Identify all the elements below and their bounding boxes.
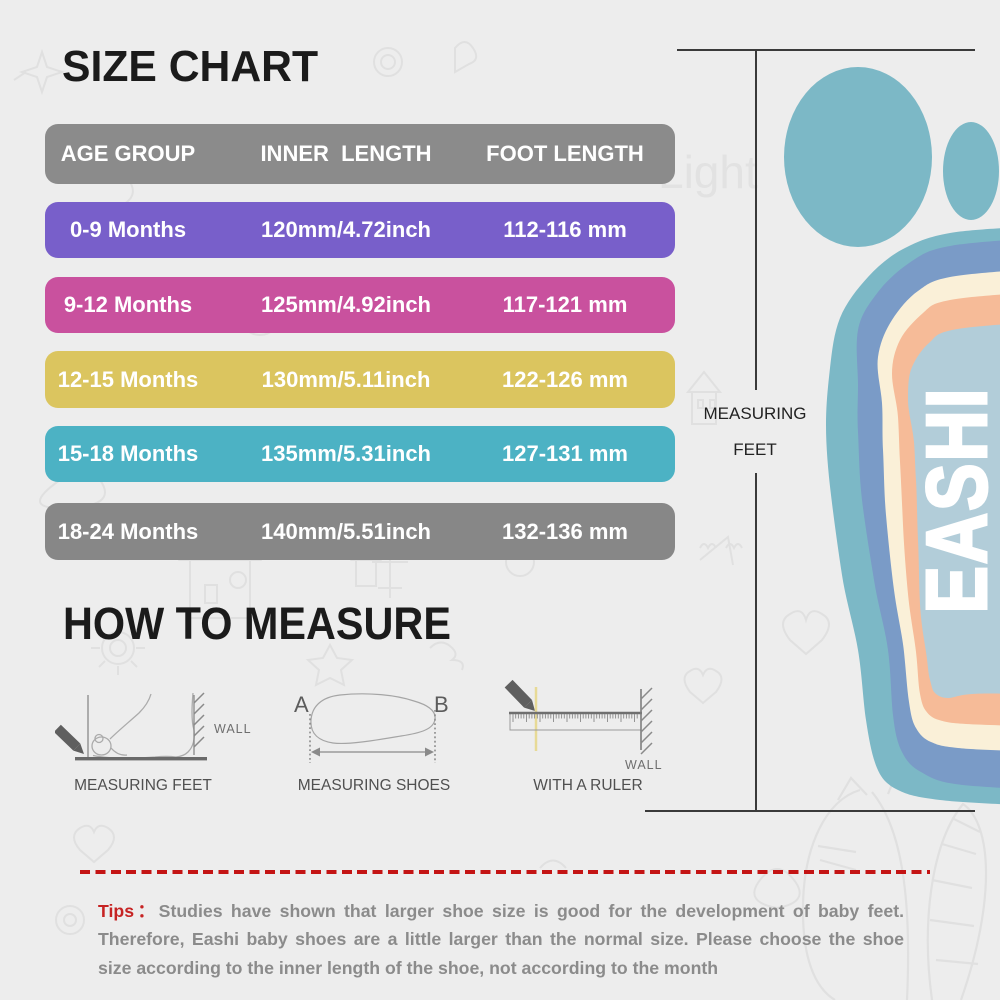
svg-text:WALL: WALL (625, 758, 663, 772)
svg-text:A: A (294, 692, 309, 717)
svg-text:WALL: WALL (214, 722, 252, 736)
svg-text:B: B (434, 692, 449, 717)
